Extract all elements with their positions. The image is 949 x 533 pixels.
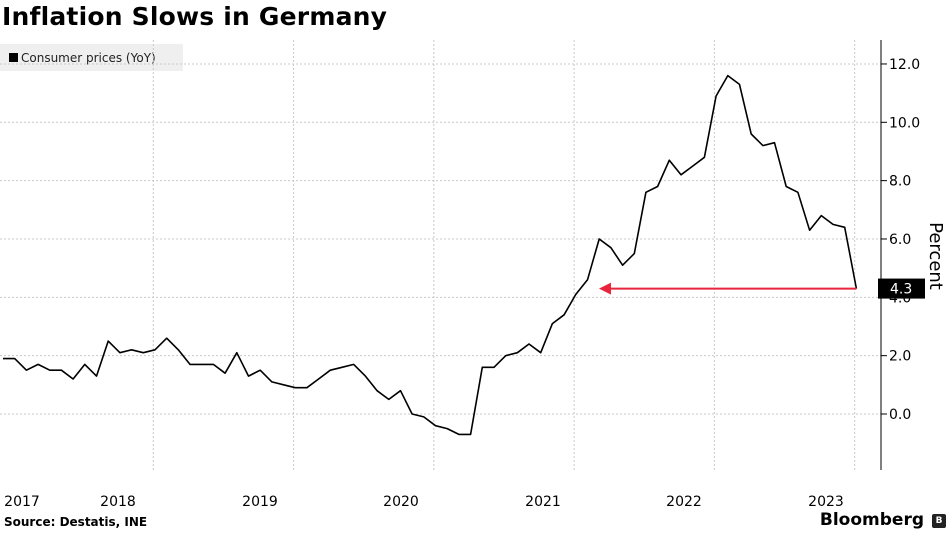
callout-label: 4.3 [890, 282, 912, 298]
callout-arrowhead [599, 282, 611, 295]
y-tick-label: 10.0 [889, 115, 920, 131]
x-tick-label: 2019 [242, 494, 278, 510]
series-group [3, 74, 858, 436]
source-note: Source: Destatis, INE [4, 515, 148, 529]
y-axis-ticks: 0.02.04.06.08.010.012.0 [881, 57, 920, 423]
series-line-consumer-prices [3, 74, 858, 436]
x-tick-label: 2017 [4, 494, 40, 510]
y-axis-label: Percent [925, 222, 946, 290]
legend-label: Consumer prices (YoY) [21, 50, 156, 65]
y-tick-label: 2.0 [889, 349, 911, 365]
y-tick-label: 8.0 [889, 174, 911, 190]
y-tick-label: 0.0 [889, 407, 911, 423]
gridlines [0, 40, 881, 470]
bloomberg-logo-icon: B [932, 514, 946, 528]
x-axis-ticks: 2017 2018 2019 2020 2021 2022 2023 [4, 494, 844, 510]
legend: Consumer prices (YoY) [0, 44, 183, 71]
x-tick-label: 2023 [808, 494, 844, 510]
y-tick-label: 6.0 [889, 232, 911, 248]
x-tick-label: 2022 [666, 494, 702, 510]
x-tick-label: 2018 [100, 494, 136, 510]
legend-swatch [9, 53, 18, 62]
y-tick-label: 12.0 [889, 57, 920, 73]
x-tick-label: 2020 [383, 494, 419, 510]
brand-logo: Bloomberg [819, 510, 924, 530]
x-tick-label: 2021 [525, 494, 561, 510]
callout-label-box [878, 278, 925, 299]
chart-title: Inflation Slows in Germany [2, 2, 388, 31]
latest-value-callout: 4.3 [599, 278, 925, 299]
